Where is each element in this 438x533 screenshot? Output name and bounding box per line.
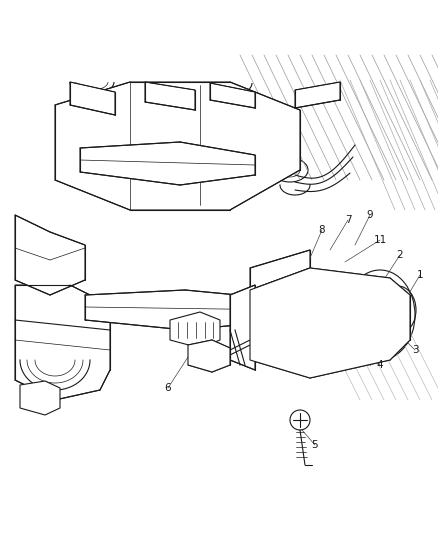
Polygon shape bbox=[145, 82, 195, 110]
Text: 2: 2 bbox=[397, 250, 403, 260]
Text: 6: 6 bbox=[165, 383, 171, 393]
Polygon shape bbox=[295, 82, 340, 108]
Text: 9: 9 bbox=[367, 210, 373, 220]
Polygon shape bbox=[55, 82, 300, 210]
Polygon shape bbox=[85, 290, 290, 330]
Text: 8: 8 bbox=[319, 225, 325, 235]
Polygon shape bbox=[70, 82, 115, 115]
Polygon shape bbox=[170, 312, 220, 348]
Text: 5: 5 bbox=[312, 440, 318, 450]
Polygon shape bbox=[230, 285, 255, 370]
Text: 7: 7 bbox=[345, 215, 351, 225]
Text: 11: 11 bbox=[373, 235, 387, 245]
Text: 3: 3 bbox=[412, 345, 418, 355]
Text: 4: 4 bbox=[377, 360, 383, 370]
Text: 1: 1 bbox=[417, 270, 423, 280]
Polygon shape bbox=[250, 268, 410, 378]
Polygon shape bbox=[20, 381, 60, 415]
Polygon shape bbox=[80, 142, 255, 185]
Polygon shape bbox=[210, 83, 255, 108]
Polygon shape bbox=[250, 250, 310, 290]
Polygon shape bbox=[15, 285, 110, 400]
Polygon shape bbox=[188, 340, 230, 372]
Polygon shape bbox=[15, 215, 85, 295]
